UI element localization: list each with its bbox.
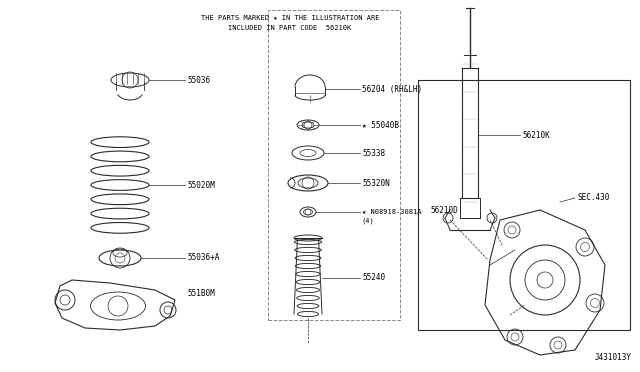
Bar	[418, 80, 630, 330]
Text: 55036: 55036	[187, 76, 210, 84]
Text: ★ N08918-3081A: ★ N08918-3081A	[362, 209, 422, 215]
Text: 55240: 55240	[362, 273, 385, 282]
Text: 551B0M: 551B0M	[187, 289, 215, 298]
Text: 56210K: 56210K	[522, 131, 550, 140]
Text: 56204 (RH&LH): 56204 (RH&LH)	[362, 84, 422, 93]
Text: (4): (4)	[362, 218, 375, 224]
Text: 55036+A: 55036+A	[187, 253, 220, 263]
Text: 55338: 55338	[362, 148, 385, 157]
Bar	[268, 10, 400, 320]
Text: 55320N: 55320N	[362, 179, 390, 187]
Text: THE PARTS MARKED ★ IN THE ILLUSTRATION ARE: THE PARTS MARKED ★ IN THE ILLUSTRATION A…	[201, 15, 380, 21]
Text: 56210D: 56210D	[430, 205, 458, 215]
Text: J431013Y: J431013Y	[595, 353, 632, 362]
Text: INCLUDED IN PART CODE  56210K: INCLUDED IN PART CODE 56210K	[228, 25, 351, 31]
Text: 55020M: 55020M	[187, 180, 215, 189]
Text: SEC.430: SEC.430	[578, 192, 611, 202]
Text: ★ 55040B: ★ 55040B	[362, 121, 399, 129]
